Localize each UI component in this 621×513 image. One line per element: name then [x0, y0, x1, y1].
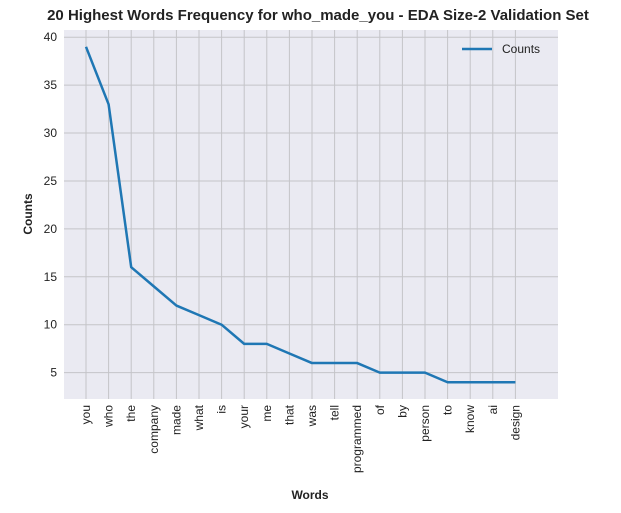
y-tick-label: 40 — [44, 30, 58, 44]
x-axis-label: Words — [291, 488, 328, 502]
x-tick-label: who — [102, 405, 116, 428]
y-axis-label: Counts — [21, 193, 35, 235]
x-tick-label: to — [441, 405, 455, 415]
series-line-counts — [84, 46, 516, 384]
x-tick-label: programmed — [350, 405, 364, 473]
x-tick-label: that — [282, 404, 296, 425]
series-layer — [84, 46, 516, 384]
x-tick-label: know — [463, 405, 477, 433]
x-axis-ticks: you who the company made what is your me that was t… — [79, 404, 522, 473]
y-tick-label: 35 — [44, 78, 58, 92]
legend-label: Counts — [502, 42, 540, 56]
legend: Counts — [462, 42, 540, 56]
y-tick-label: 25 — [44, 174, 58, 188]
grid-lines — [64, 30, 558, 399]
y-tick-label: 10 — [44, 318, 58, 332]
y-tick-label: 30 — [44, 126, 58, 140]
x-tick-label: made — [169, 405, 183, 435]
x-tick-label: the — [124, 405, 138, 422]
plot-area — [64, 30, 558, 399]
x-tick-label: me — [260, 405, 274, 422]
x-tick-label: tell — [328, 405, 342, 420]
chart-title: 20 Highest Words Frequency for who_made_… — [47, 7, 589, 24]
x-tick-label: your — [237, 405, 251, 428]
x-tick-label: you — [79, 405, 93, 424]
x-tick-label: design — [508, 405, 522, 440]
x-tick-label: by — [395, 405, 409, 418]
x-tick-label: what — [192, 404, 206, 431]
x-tick-label: ai — [486, 405, 500, 414]
y-tick-label: 20 — [44, 222, 58, 236]
y-tick-label: 5 — [50, 366, 57, 380]
x-tick-label: is — [215, 405, 229, 414]
y-axis-ticks: 5 10 15 20 25 30 35 40 — [44, 30, 58, 379]
x-tick-label: person — [418, 405, 432, 442]
x-tick-label: company — [147, 405, 161, 454]
y-tick-label: 15 — [44, 270, 58, 284]
x-tick-label: of — [373, 404, 387, 415]
x-tick-label: was — [305, 405, 319, 427]
